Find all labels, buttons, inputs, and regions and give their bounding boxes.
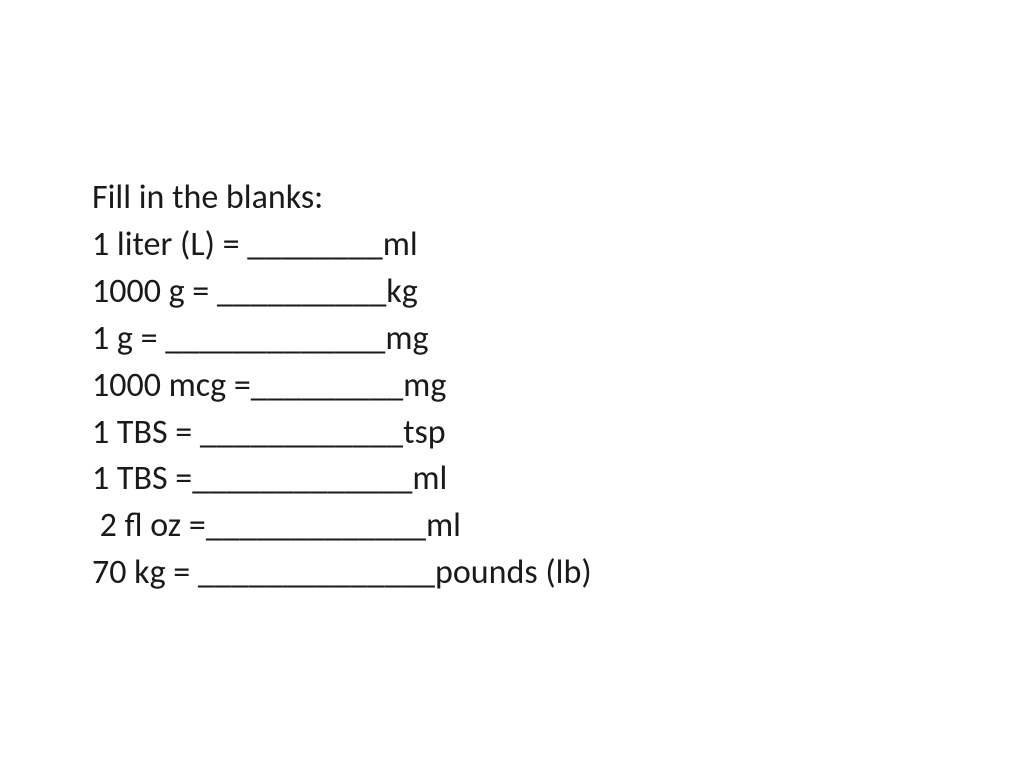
worksheet-line: 2 fl oz =_____________ml xyxy=(92,503,1024,550)
worksheet-title: Fill in the blanks: xyxy=(92,175,1024,222)
worksheet-line: 1 TBS =_____________ml xyxy=(92,456,1024,503)
worksheet-line: 1000 g = __________kg xyxy=(92,269,1024,316)
worksheet-line: 70 kg = ______________pounds (lb) xyxy=(92,550,1024,597)
worksheet-line: 1 TBS = ____________tsp xyxy=(92,410,1024,457)
worksheet-line: 1000 mcg =_________mg xyxy=(92,363,1024,410)
worksheet-content: Fill in the blanks: 1 liter (L) = ______… xyxy=(92,175,1024,597)
worksheet-line: 1 g = _____________mg xyxy=(92,316,1024,363)
worksheet-line: 1 liter (L) = ________ml xyxy=(92,222,1024,269)
